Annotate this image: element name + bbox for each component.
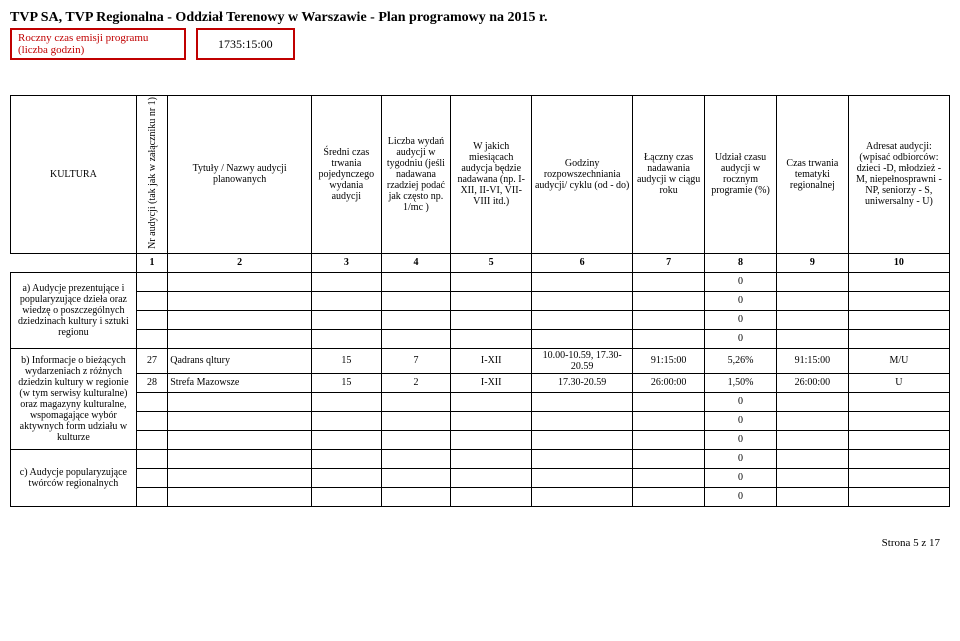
table-row: 28 Strefa Mazowsze 15 2 I-XII 17.30-20.5… xyxy=(11,373,950,392)
col-reg: Czas trwania tematyki regionalnej xyxy=(776,96,848,254)
section-a-label: a) Audycje prezentujące i popularyzujące… xyxy=(11,272,137,348)
col-titles: Tytuły / Nazwy audycji planowanych xyxy=(168,96,312,254)
table-row: b) Informacje o bieżących wydarzeniach z… xyxy=(11,348,950,373)
program-table: KULTURA Nr audycji (tak jak w załączniku… xyxy=(10,95,950,507)
col-pct: Udział czasu audycji w rocznym programie… xyxy=(705,96,777,254)
col-months: W jakich miesiącach audycja będzie nadaw… xyxy=(451,96,532,254)
table-row: 0 xyxy=(11,310,950,329)
table-row: c) Audycje popularyzujące twórców region… xyxy=(11,449,950,468)
table-row: 0 xyxy=(11,329,950,348)
section-c-label: c) Audycje popularyzujące twórców region… xyxy=(11,449,137,506)
number-row: 123 456 789 10 xyxy=(11,253,950,272)
table-row: 0 xyxy=(11,487,950,506)
col-total: Łączny czas nadawania audycji w ciągu ro… xyxy=(633,96,705,254)
runtime-value: 1735:15:00 xyxy=(196,28,295,60)
page-title: TVP SA, TVP Regionalna - Oddział Terenow… xyxy=(10,10,950,26)
table-row: 0 xyxy=(11,468,950,487)
col-perweek: Liczba wydań audycji w tygodniu (jeśli n… xyxy=(381,96,451,254)
runtime-row: Roczny czas emisji programu (liczba godz… xyxy=(10,28,950,60)
table-row: 0 xyxy=(11,411,950,430)
table-row: 0 xyxy=(11,291,950,310)
section-b-label: b) Informacje o bieżących wydarzeniach z… xyxy=(11,348,137,449)
col-avg: Średni czas trwania pojedynczego wydania… xyxy=(312,96,382,254)
col-nr: Nr audycji (tak jak w załączniku nr 1) xyxy=(136,96,167,254)
page-footer: Strona 5 z 17 xyxy=(10,537,950,549)
col-aud: Adresat audycji: (wpisać odbiorców: dzie… xyxy=(848,96,949,254)
table-row: 0 xyxy=(11,430,950,449)
col-hours: Godziny rozpowszechniania audycji/ cyklu… xyxy=(532,96,633,254)
table-row: 0 xyxy=(11,392,950,411)
table-row: a) Audycje prezentujące i popularyzujące… xyxy=(11,272,950,291)
runtime-label: Roczny czas emisji programu (liczba godz… xyxy=(10,28,186,60)
category-header: KULTURA xyxy=(11,96,137,254)
